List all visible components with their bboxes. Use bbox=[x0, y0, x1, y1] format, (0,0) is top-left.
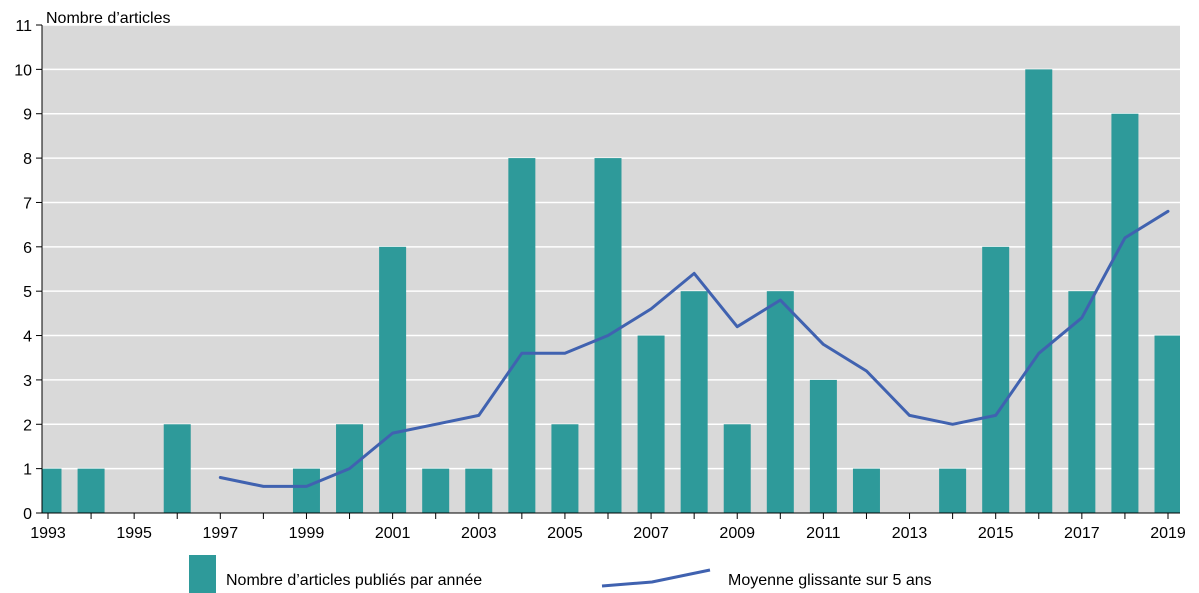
y-tick-label: 8 bbox=[23, 151, 32, 168]
x-tick-label: 1997 bbox=[203, 525, 239, 542]
x-tick-label: 2005 bbox=[547, 525, 583, 542]
y-tick-label: 6 bbox=[23, 240, 32, 257]
bar bbox=[508, 158, 536, 513]
bar bbox=[809, 379, 837, 513]
legend-bar-swatch bbox=[189, 555, 216, 593]
bar bbox=[1068, 291, 1096, 513]
x-tick-label: 1995 bbox=[116, 525, 152, 542]
x-tick-label: 2001 bbox=[375, 525, 411, 542]
axes bbox=[36, 24, 1180, 519]
x-tick-label: 2019 bbox=[1150, 525, 1186, 542]
y-tick-label: 2 bbox=[23, 417, 32, 434]
bar bbox=[292, 468, 320, 513]
x-tick-label: 2015 bbox=[978, 525, 1014, 542]
x-tick-labels: 1993 1995 1997 1999 2001 2003 2005 2007 2009 2011… bbox=[30, 525, 1186, 542]
y-tick-label: 7 bbox=[23, 195, 32, 212]
bar bbox=[637, 335, 665, 513]
x-tick-label: 1999 bbox=[289, 525, 325, 542]
x-tick-label: 2003 bbox=[461, 525, 497, 542]
legend-line-swatch bbox=[601, 568, 711, 588]
bar bbox=[982, 246, 1010, 513]
x-tick-label: 2009 bbox=[719, 525, 755, 542]
y-tick-label: 9 bbox=[23, 107, 32, 124]
bar bbox=[852, 468, 880, 513]
bar bbox=[379, 246, 407, 513]
y-tick-label: 1 bbox=[23, 462, 32, 479]
legend-line-label: Moyenne glissante sur 5 ans bbox=[728, 572, 932, 589]
y-tick-label: 10 bbox=[14, 62, 32, 79]
x-tick-label: 2013 bbox=[892, 525, 928, 542]
x-tick-label: 2017 bbox=[1064, 525, 1100, 542]
bar bbox=[1025, 69, 1053, 513]
bar bbox=[1111, 113, 1139, 514]
y-axis-label: Nombre d’articles bbox=[46, 10, 170, 27]
legend: Nombre d’articles publiés par année Moye… bbox=[189, 555, 932, 593]
bar bbox=[163, 424, 191, 513]
bar bbox=[939, 468, 967, 513]
y-tick-label: 3 bbox=[23, 373, 32, 390]
x-tick-label: 2011 bbox=[806, 525, 841, 542]
bar bbox=[551, 424, 579, 513]
bar bbox=[1154, 335, 1180, 513]
bar bbox=[42, 468, 62, 513]
bar bbox=[77, 468, 105, 513]
y-tick-label: 11 bbox=[15, 18, 32, 35]
moving-average-line bbox=[218, 209, 1170, 488]
y-tick-label: 0 bbox=[23, 506, 32, 523]
bar bbox=[680, 291, 708, 513]
bar-series bbox=[42, 69, 1180, 514]
y-tick-label: 5 bbox=[23, 284, 32, 301]
x-tick-label: 1993 bbox=[30, 525, 66, 542]
bar bbox=[422, 468, 450, 513]
bar bbox=[465, 468, 493, 513]
bar bbox=[723, 424, 751, 513]
y-tick-labels: 0 1 2 3 4 5 6 7 8 9 10 11 bbox=[14, 18, 32, 523]
legend-bar-label: Nombre d’articles publiés par année bbox=[226, 572, 482, 589]
bar bbox=[766, 291, 794, 513]
x-tick-label: 2007 bbox=[633, 525, 669, 542]
y-tick-label: 4 bbox=[23, 329, 32, 346]
